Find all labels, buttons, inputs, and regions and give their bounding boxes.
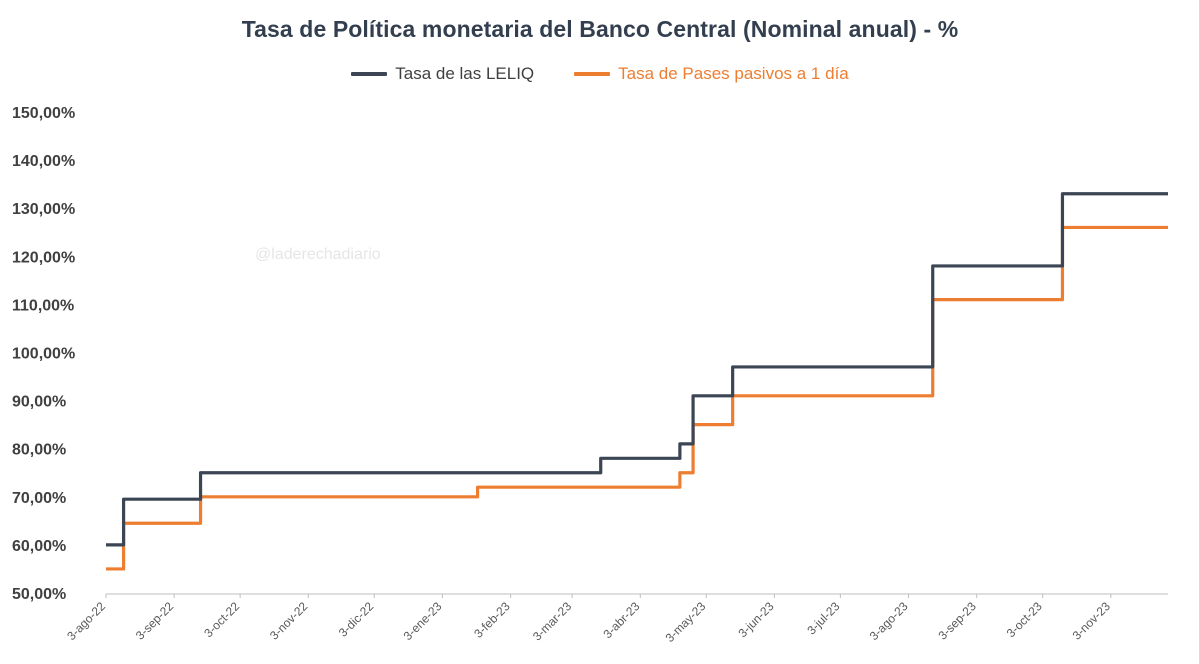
x-tick-label: 3-may-23 <box>663 599 709 645</box>
x-tick-label: 3-ago-23 <box>867 599 911 643</box>
x-axis-ticks: 3-ago-22 3-sep-22 3-oct-22 3-nov-22 3-dic-22… <box>64 594 1113 645</box>
chart-legend: Tasa de las LELIQ Tasa de Pases pasivos … <box>0 64 1200 84</box>
x-tick-label: 3-ago-22 <box>64 599 108 643</box>
x-tick-label: 3-nov-23 <box>1070 599 1114 643</box>
y-axis-ticks: 150,00% 140,00% 130,00% 120,00% 110,00% 100,0… <box>12 105 75 603</box>
chart-title: Tasa de Política monetaria del Banco Cen… <box>241 16 959 42</box>
legend-swatch-leliq <box>351 72 388 76</box>
series-line-pases <box>106 225 1168 571</box>
x-tick-label: 3-jun-23 <box>736 599 777 640</box>
series-line-leliq <box>106 192 1168 547</box>
legend-item-pases: Tasa de Pases pasivos a 1 día <box>574 64 849 84</box>
legend-label-pases: Tasa de Pases pasivos a 1 día <box>618 64 849 83</box>
x-tick-label: 3-jul-23 <box>804 599 842 637</box>
y-tick-label: 150,00% <box>12 105 75 122</box>
y-tick-label: 130,00% <box>12 201 75 218</box>
x-tick-label: 3-ene-23 <box>401 599 445 643</box>
series-layer <box>105 192 1169 571</box>
x-tick-label: 3-dic-22 <box>336 599 377 640</box>
x-tick-label: 3-sep-22 <box>133 599 177 643</box>
legend-swatch-pases <box>574 72 611 76</box>
x-tick-label: 3-oct-22 <box>201 599 242 640</box>
x-tick-label: 3-mar-23 <box>530 599 575 644</box>
x-tick-label: 3-sep-23 <box>935 599 979 643</box>
y-tick-label: 60,00% <box>12 538 66 555</box>
legend-label-leliq: Tasa de las LELIQ <box>395 64 535 83</box>
x-tick-label: 3-feb-23 <box>471 599 513 641</box>
x-tick-label: 3-abr-23 <box>600 599 642 641</box>
x-tick-label: 3-oct-23 <box>1004 599 1045 640</box>
y-tick-label: 70,00% <box>12 490 66 507</box>
y-tick-label: 90,00% <box>12 394 66 411</box>
y-tick-label: 100,00% <box>12 346 75 363</box>
watermark: @laderechadiario <box>255 246 381 263</box>
x-tick-label: 3-nov-22 <box>267 599 311 643</box>
legend-item-leliq: Tasa de las LELIQ <box>351 64 534 84</box>
y-tick-label: 120,00% <box>12 249 75 266</box>
y-tick-label: 80,00% <box>12 442 66 459</box>
y-tick-label: 110,00% <box>12 297 74 314</box>
y-tick-label: 50,00% <box>12 586 66 603</box>
y-tick-label: 140,00% <box>12 153 75 170</box>
